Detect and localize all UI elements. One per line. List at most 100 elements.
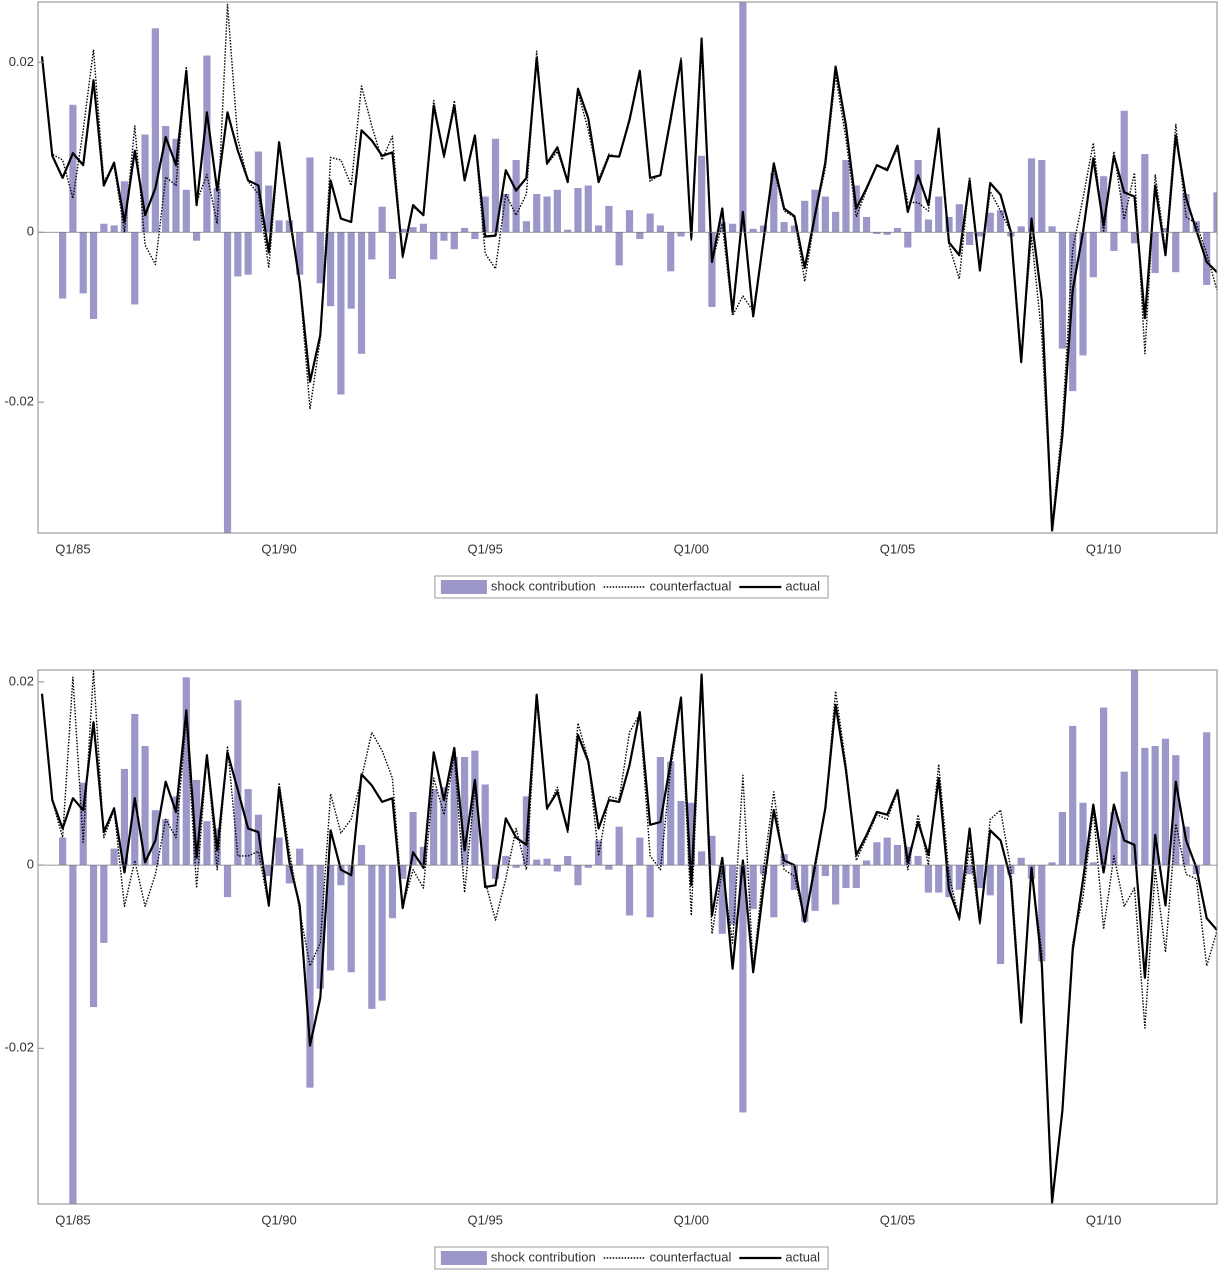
bar [162,819,170,866]
bar [914,160,922,233]
bar [594,840,603,866]
bar [296,848,304,866]
bar [100,865,108,943]
bar [801,865,809,922]
bar [347,232,355,309]
x-tick-label: Q1/85 [55,541,90,556]
bar [1141,154,1149,233]
bar [904,232,912,248]
bar [430,232,438,260]
x-tick-label: Q1/90 [261,541,296,556]
bar [1027,158,1036,233]
bar [605,865,613,870]
bar [326,232,335,307]
bar [1151,232,1159,274]
bar [728,865,737,925]
bar [564,229,572,233]
bar [378,206,386,233]
bar [1079,802,1087,866]
bar [337,865,345,886]
x-tick-label: Q1/00 [674,541,709,556]
bar [821,865,829,877]
bar [543,858,551,866]
bar [59,232,67,299]
bar [234,700,242,866]
x-tick-label: Q1/90 [261,1212,296,1227]
bar [1130,232,1139,244]
bar [935,196,943,233]
bar [471,232,479,240]
bar [821,196,829,233]
legend-label: shock contribution [491,578,596,593]
bar [1182,194,1190,233]
bar [893,227,902,233]
bar [842,865,850,888]
bar [564,855,572,866]
bar [553,189,561,233]
bar [223,865,232,898]
x-tick-label: Q1/05 [880,1212,915,1227]
bar [533,194,541,233]
bar [749,228,757,233]
bar [1089,862,1097,866]
bar [708,835,716,866]
bar [491,138,500,233]
bar [842,160,850,233]
series-line [40,37,1217,532]
bar [522,221,531,233]
bar [1048,226,1056,233]
bar [388,865,397,919]
bar [265,185,273,233]
bar [1172,232,1180,273]
bar [832,211,840,233]
legend: shock contribution counterfactual actual [434,575,829,599]
bar [172,796,180,866]
bar [739,2,747,233]
bar [584,185,592,233]
bar [924,865,933,893]
bar [728,223,737,233]
legend-label: counterfactual [650,1249,732,1264]
bar [182,677,190,866]
bar [460,757,469,866]
x-tick-label: Q1/10 [1086,1212,1121,1227]
bar [368,232,376,260]
bar [873,232,881,234]
bar [1038,160,1046,233]
bar [440,232,448,241]
legend-label: counterfactual [650,578,732,593]
bar [1089,232,1097,278]
bar [69,865,77,1204]
bar [780,222,788,233]
bar [615,232,623,266]
bar [656,757,665,866]
bar [162,126,170,233]
bar [656,225,665,233]
bar [285,865,293,884]
bar [450,757,458,866]
x-tick-label: Q1/95 [467,1212,502,1227]
bar [574,188,582,233]
plot-frame [37,669,1218,1205]
plot-area [40,670,1217,1204]
bar [801,200,809,233]
bar [770,865,778,918]
bar [326,865,335,971]
bar [512,865,520,868]
bar [996,865,1005,965]
bar [759,225,768,233]
bar [1100,707,1108,866]
legend-label: shock contribution [491,1249,596,1264]
legend-label: actual [785,1249,820,1264]
bar [1120,771,1128,866]
bar [790,865,799,890]
bar [131,232,139,305]
bar [924,219,933,233]
bar [193,232,201,241]
bar [1161,227,1170,233]
bar [739,865,747,1113]
bar [306,865,314,1088]
bar [1120,110,1128,233]
bar [89,232,98,319]
